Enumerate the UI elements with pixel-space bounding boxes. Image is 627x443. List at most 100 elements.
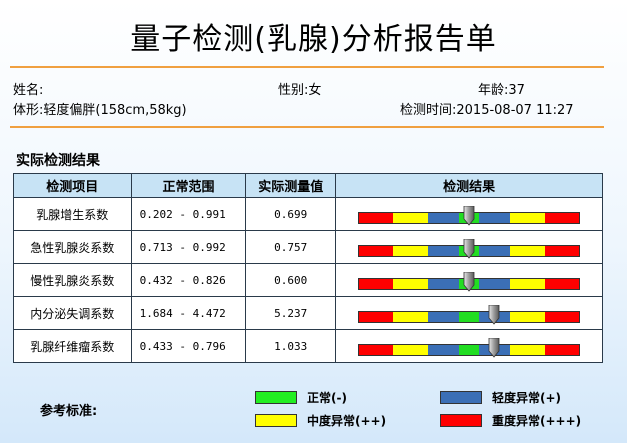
age-label: 年龄: [478,83,509,98]
patient-body: 体形:轻度偏胖(158cm,58kg) [13,99,187,118]
scale-segment [544,246,580,256]
report-title: 量子检测(乳腺)分析报告单 [130,22,497,57]
header-range: 正常范围 [130,173,247,198]
result-scale-bar [358,305,581,325]
time-value: 2015-08-07 11:27 [456,103,574,118]
scale-segment [544,279,580,289]
scale-segment [393,279,428,289]
scale-segment [427,213,459,223]
legend-moderate: 中度异常(++) [255,412,386,429]
result-scale-bar [358,239,581,259]
range-cell: 0.713 - 0.992 [130,230,247,264]
header-result: 检测结果 [335,173,603,198]
value-cell: 0.757 [245,230,337,264]
name-label: 姓名: [13,83,44,98]
value-cell: 0.699 [245,197,337,231]
item-cell: 急性乳腺炎系数 [13,230,132,264]
body-value: 轻度偏胖(158cm,58kg) [43,103,187,118]
patient-age: 年龄:37 [478,79,525,98]
legend-text: 中度异常(++) [307,414,387,428]
legend-swatch [440,391,482,404]
range-cell: 0.433 - 0.796 [130,329,247,363]
scale-segment [359,312,394,322]
value-cell: 5.237 [245,296,337,330]
item-cell: 慢性乳腺炎系数 [13,263,132,297]
item-cell: 乳腺纤维瘤系数 [13,329,132,363]
scale-segment [359,213,394,223]
result-cell [335,230,603,264]
result-marker-icon [463,239,475,259]
result-marker-icon [488,338,500,358]
scale-segment [393,312,428,322]
scale-segment [393,246,428,256]
info-divider [10,126,604,128]
result-marker-icon [463,206,475,226]
scale-segment [393,345,428,355]
legend-text: 轻度异常(+) [492,391,562,405]
patient-name: 姓名: [13,79,43,98]
result-scale-bar [358,272,581,292]
scale-segment [510,312,545,322]
scale-segment [359,345,394,355]
sex-value: 女 [308,83,322,98]
body-label: 体形: [13,103,44,118]
section-title: 实际检测结果 [16,153,100,169]
table-header-row: 检测项目 正常范围 实际测量值 检测结果 [13,173,603,198]
scale-segment [544,345,580,355]
legend-swatch [255,391,297,404]
result-scale-bar [358,206,581,226]
patient-sex: 性别:女 [278,79,321,98]
result-cell [335,329,603,363]
table-row: 乳腺增生系数 0.202 - 0.991 0.699 [13,197,603,231]
scale-segment [427,312,459,322]
scale-segment [458,345,480,355]
result-marker-icon [488,305,500,325]
results-table: 检测项目 正常范围 实际测量值 检测结果 乳腺增生系数 0.202 - 0.99… [13,173,603,363]
legend-severe: 重度异常(+++) [440,412,581,429]
scale-segment [510,279,545,289]
header-value: 实际测量值 [245,173,337,198]
range-cell: 1.684 - 4.472 [130,296,247,330]
legend-swatch [255,414,297,427]
scale-segment [479,279,511,289]
result-cell [335,296,603,330]
scale-segment [359,246,394,256]
item-cell: 乳腺增生系数 [13,197,132,231]
legend-label: 参考标准: [40,404,98,419]
scale-segment [479,246,511,256]
table-row: 急性乳腺炎系数 0.713 - 0.992 0.757 [13,230,603,264]
table-row: 乳腺纤维瘤系数 0.433 - 0.796 1.033 [13,329,603,363]
scale-segment [427,345,459,355]
scale-segment [427,279,459,289]
scale-segment [458,312,480,322]
scale-segment [544,312,580,322]
legend-text: 重度异常(+++) [492,414,582,428]
result-cell [335,197,603,231]
scale-segment [393,213,428,223]
legend-normal: 正常(-) [255,389,347,406]
table-row: 慢性乳腺炎系数 0.432 - 0.826 0.600 [13,263,603,297]
scale-segment [427,246,459,256]
legend-swatch [440,414,482,427]
legend-mild: 轻度异常(+) [440,389,561,406]
value-cell: 1.033 [245,329,337,363]
scale-segment [479,213,511,223]
scale-segment [510,345,545,355]
time-label: 检测时间: [400,103,457,118]
value-cell: 0.600 [245,263,337,297]
legend-text: 正常(-) [307,391,347,405]
scale-segment [544,213,580,223]
scale-segment [359,279,394,289]
result-cell [335,263,603,297]
scale-segment [510,246,545,256]
item-cell: 内分泌失调系数 [13,296,132,330]
table-row: 内分泌失调系数 1.684 - 4.472 5.237 [13,296,603,330]
result-marker-icon [463,272,475,292]
result-scale-bar [358,338,581,358]
range-cell: 0.202 - 0.991 [130,197,247,231]
sex-label: 性别: [278,83,309,98]
range-cell: 0.432 - 0.826 [130,263,247,297]
age-value: 37 [508,83,525,98]
test-time: 检测时间:2015-08-07 11:27 [400,99,574,118]
scale-segment [510,213,545,223]
